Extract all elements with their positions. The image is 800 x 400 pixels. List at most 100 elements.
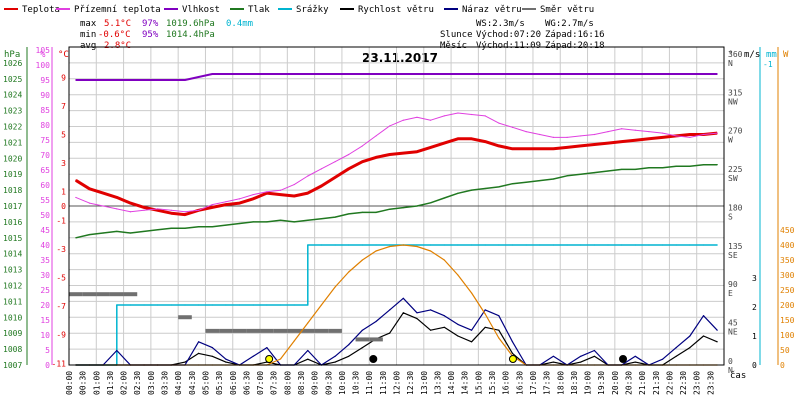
series-point <box>307 73 309 75</box>
series-point <box>129 211 132 213</box>
tick-solar: 300 <box>780 271 795 280</box>
axis-header-ms: m/s <box>744 50 760 60</box>
series-point <box>307 358 309 360</box>
series-point <box>498 186 500 188</box>
series-point <box>580 244 582 246</box>
series-layer <box>69 73 718 366</box>
tick-humidity: 20 <box>40 301 50 310</box>
series-point <box>334 355 336 357</box>
series-point <box>143 79 145 81</box>
series-point <box>648 138 650 140</box>
series-point <box>443 115 445 117</box>
series-point <box>470 292 473 294</box>
series-point <box>470 341 473 343</box>
legend-item: Teplota <box>4 5 60 15</box>
tick-solar: 100 <box>780 331 795 340</box>
tick-pressure: 1022 <box>3 123 22 132</box>
legend-item: Přízemní teplota <box>56 5 161 15</box>
legend-item: Náraz větru <box>444 5 522 15</box>
series-point <box>634 361 636 363</box>
series-point <box>293 304 295 306</box>
series-point <box>252 198 254 200</box>
series-point <box>211 206 213 209</box>
series-point <box>348 168 350 170</box>
series-point <box>580 361 582 363</box>
series-point <box>198 352 200 354</box>
series-point <box>416 151 418 153</box>
series-point <box>198 76 200 78</box>
series-point <box>702 73 705 75</box>
tick-time: 02:30 <box>133 371 142 395</box>
series-point <box>198 226 200 228</box>
series-point <box>470 138 473 140</box>
tick-temperature: 9 <box>61 73 66 82</box>
series-point <box>320 168 323 170</box>
tick-pressure: 1023 <box>3 107 22 116</box>
series-point <box>539 179 541 182</box>
axis-header-deg: ° <box>728 50 733 60</box>
series-point <box>184 79 186 81</box>
right-axes: 0N45NE90E135SE180S225SW270W315NW360N0123… <box>728 47 795 375</box>
legend-label: Náraz větru <box>462 5 522 15</box>
series-point <box>593 73 595 75</box>
tick-time: 14:00 <box>447 371 456 395</box>
series-point <box>307 219 309 221</box>
series-point <box>389 153 391 156</box>
series-point <box>375 244 377 246</box>
series-point <box>443 244 445 246</box>
stats-block: max 5.1°C 97% 1019.6hPa 0.4mm min -0.6°C… <box>80 19 253 51</box>
series-line-vlhkost <box>75 73 718 81</box>
tick-wind: 3 <box>752 274 757 283</box>
axis-header-degc: °C <box>58 50 69 60</box>
series-point <box>484 244 486 246</box>
wind-speed-avg: WS:2.3m/s <box>476 19 525 29</box>
tick-temperature: -5 <box>56 274 66 283</box>
series-point <box>443 259 445 261</box>
series-point <box>143 209 145 211</box>
series-point <box>593 349 595 352</box>
series-point <box>348 244 350 246</box>
stats-min-label: min <box>80 30 96 40</box>
series-point <box>102 79 104 81</box>
tick-time: 07:00 <box>256 371 265 395</box>
series-point <box>457 274 459 276</box>
tick-temperature: -9 <box>56 331 66 340</box>
tick-pressure: 1024 <box>3 91 22 100</box>
series-point <box>607 73 609 75</box>
moonset-marker <box>619 355 628 363</box>
series-point <box>266 304 268 306</box>
series-point <box>511 183 514 185</box>
series-point <box>211 203 213 206</box>
series-point <box>716 164 718 166</box>
series-point <box>334 244 336 246</box>
series-point <box>430 244 432 246</box>
series-point <box>416 116 418 118</box>
stats-max-hum: 97% <box>142 19 159 29</box>
tick-direction: 45 <box>728 319 738 328</box>
series-point <box>266 221 268 223</box>
series-point <box>88 188 91 190</box>
tick-time: 03:30 <box>161 371 170 395</box>
tick-pressure: 1009 <box>3 329 22 338</box>
series-point <box>702 133 705 136</box>
series-point <box>375 135 377 137</box>
tick-humidity: 35 <box>40 256 50 265</box>
tick-time: 08:00 <box>283 371 292 395</box>
tick-time: 16:00 <box>502 371 511 395</box>
tick-humidity: 95 <box>40 76 50 85</box>
series-point <box>430 146 432 148</box>
series-point <box>348 153 350 156</box>
series-point <box>348 344 350 346</box>
sun-set: Západ:16:16 <box>545 30 605 40</box>
series-point <box>320 73 323 75</box>
series-point <box>607 142 609 144</box>
series-point <box>457 244 459 246</box>
series-point <box>320 244 323 246</box>
tick-direction: 225 <box>728 165 743 174</box>
series-point <box>238 198 241 200</box>
series-point <box>675 73 677 75</box>
series-point <box>675 135 677 137</box>
tick-time: 03:00 <box>147 371 156 395</box>
axis-header-pct: % <box>40 50 46 60</box>
